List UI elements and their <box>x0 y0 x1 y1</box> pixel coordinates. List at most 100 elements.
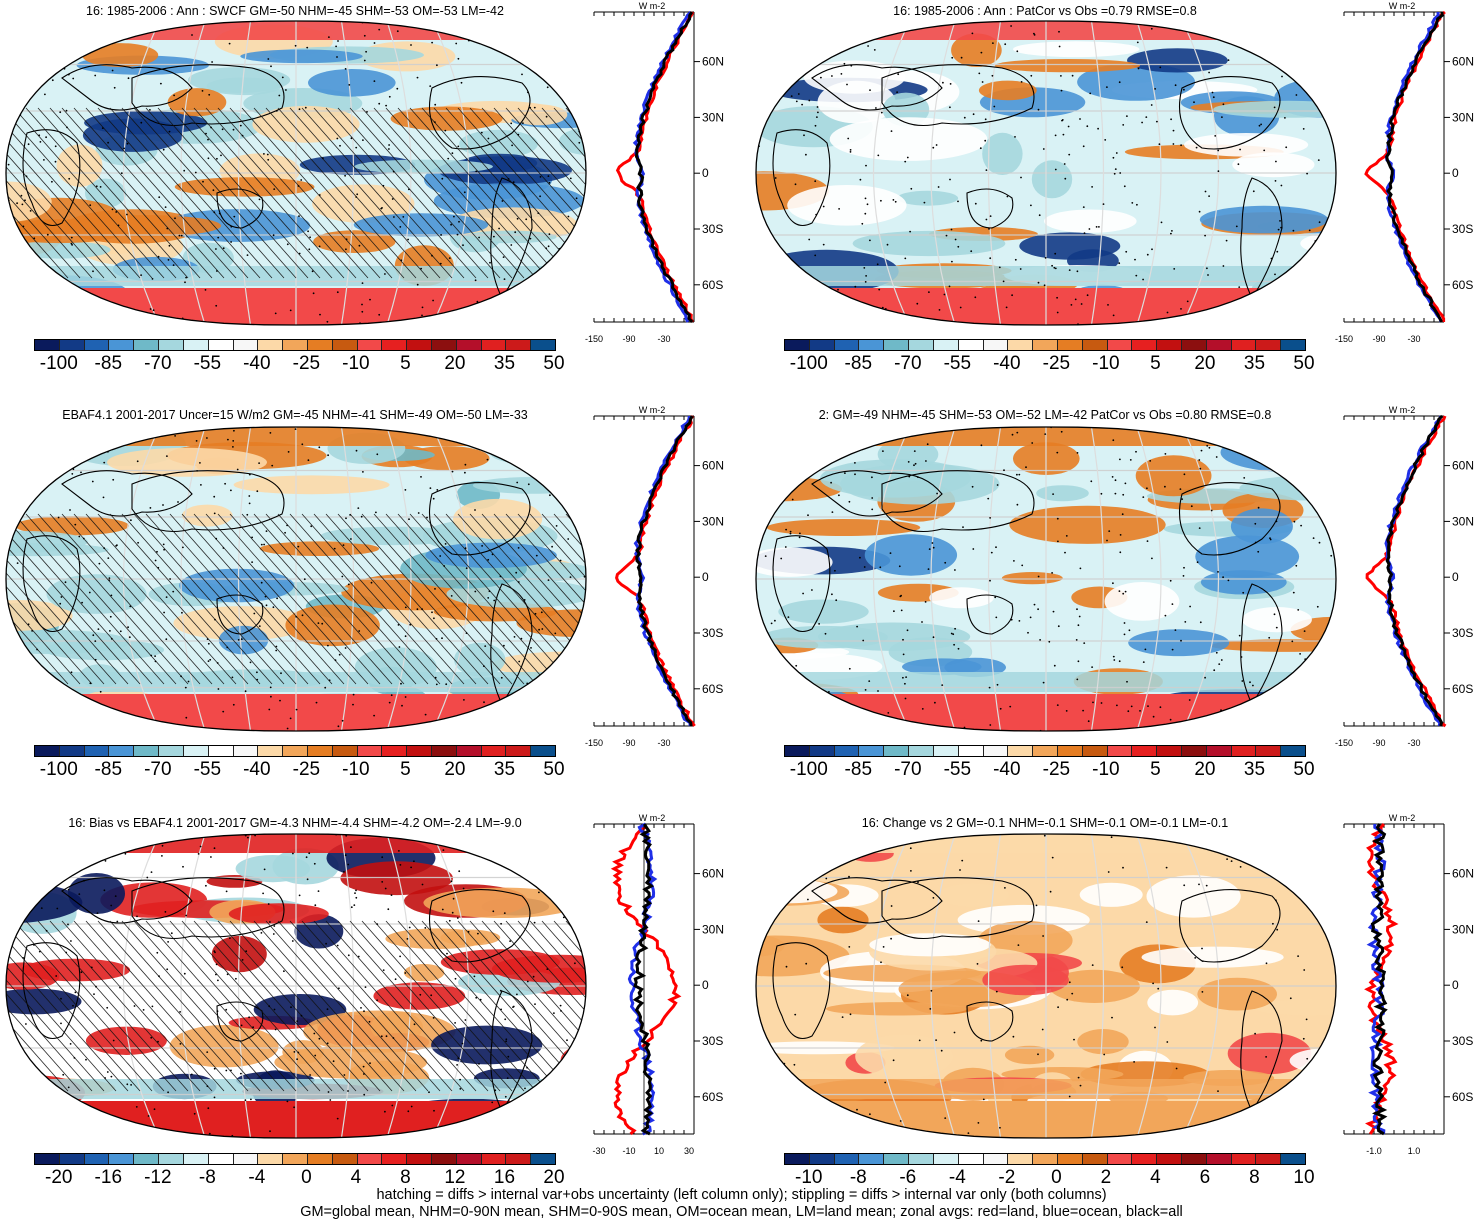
zonal-lat-label: 30S <box>1452 222 1473 236</box>
zonal-x-tick-label: -90 <box>622 738 635 748</box>
colorbar-tick-label: -10 <box>1092 759 1120 780</box>
zonal-x-tick-label: -150 <box>1335 334 1353 344</box>
colorbar <box>34 1153 556 1165</box>
colorbar-swatch <box>1082 1154 1108 1164</box>
colorbar-swatch <box>531 1154 556 1164</box>
colorbar-swatch <box>183 746 209 756</box>
colorbar-swatch <box>208 340 234 350</box>
colorbar-tick-label: -70 <box>144 353 172 374</box>
colorbar-tick-label: 5 <box>1150 759 1161 780</box>
zonal-mean-plot: W m-2 60N 30N 0 30S 60S -150 -90 -30 <box>1335 405 1474 748</box>
colorbar-swatch <box>1132 340 1158 350</box>
colorbar-tick-label: -100 <box>789 353 828 374</box>
colorbar-swatch <box>1281 746 1306 756</box>
colorbar <box>34 339 556 351</box>
colorbar-swatch <box>35 746 60 756</box>
colorbar-swatch <box>1182 746 1207 756</box>
colorbar-swatch <box>283 340 308 350</box>
colorbar-tick-label: 20 <box>444 353 466 374</box>
colorbar-swatch <box>357 746 383 756</box>
colorbar-swatch <box>1082 340 1108 350</box>
colorbar-swatch <box>1182 340 1207 350</box>
zonal-lat-label: 60N <box>702 459 724 473</box>
colorbar-swatch <box>382 746 408 756</box>
colorbar-swatch <box>884 1154 910 1164</box>
zonal-x-tick-label: 10 <box>654 1146 664 1156</box>
colorbar-swatch <box>134 340 160 350</box>
colorbar-swatch <box>909 1154 934 1164</box>
colorbar-tick-label: 5 <box>400 759 411 780</box>
zonal-series-line <box>633 415 692 727</box>
colorbar-swatch <box>258 340 284 350</box>
colorbar-swatch <box>859 1154 885 1164</box>
colorbar-swatch <box>785 340 810 350</box>
panel-title: EBAF4.1 2001-2017 Uncer=15 W/m2 GM=-45 N… <box>62 408 528 422</box>
zonal-series-line <box>615 415 696 727</box>
colorbar-tick-label: -70 <box>144 759 172 780</box>
zonal-lat-label: 60S <box>1452 278 1473 292</box>
colorbar-swatch <box>332 340 358 350</box>
colorbar-swatch <box>357 340 383 350</box>
zonal-mean-plot: W m-2 60N 30N 0 30S 60S -150 -90 -30 <box>1335 1 1474 344</box>
colorbar-swatch <box>1082 746 1108 756</box>
colorbar-tick-label: -70 <box>894 353 922 374</box>
colorbar-tick-label: 5 <box>400 353 411 374</box>
colorbar-tick-label: 8 <box>400 1167 411 1188</box>
colorbar-labels: -100 -85 -70 -55 -40 -25 -10 5 20 35 50 <box>784 759 1315 785</box>
colorbar-swatch <box>481 340 507 350</box>
colorbar-tick-label: -20 <box>45 1167 73 1188</box>
zonal-x-tick-label: 1.0 <box>1408 1146 1421 1156</box>
zonal-x-tick-label: -90 <box>1372 334 1385 344</box>
colorbar-swatch <box>307 340 333 350</box>
colorbar-swatch <box>1157 340 1182 350</box>
colorbar-swatch <box>208 746 234 756</box>
colorbar-swatch <box>407 1154 432 1164</box>
colorbar-swatch <box>1281 1154 1306 1164</box>
colorbar-tick-label: -40 <box>993 353 1021 374</box>
colorbar-swatch <box>208 1154 234 1164</box>
colorbar-swatch <box>531 340 556 350</box>
colorbar-swatch <box>332 746 358 756</box>
panel-0: 16: 1985-2006 : Ann : SWCF GM=-50 NHM=-4… <box>0 0 745 400</box>
colorbar-tick-label: -10 <box>342 759 370 780</box>
colorbar-swatch <box>84 746 110 756</box>
colorbar-swatch <box>407 746 432 756</box>
colorbar-tick-label: 5 <box>1150 353 1161 374</box>
colorbar-swatch <box>59 746 85 756</box>
colorbar-tick-label: 4 <box>1150 1167 1161 1188</box>
zonal-mean-plot: W m-2 60N 30N 0 30S 60S -150 -90 -30 <box>585 405 724 748</box>
colorbar-tick-label: 0 <box>301 1167 312 1188</box>
colorbar-tick-label: -2 <box>998 1167 1016 1188</box>
colorbar-tick-label: 20 <box>444 759 466 780</box>
zonal-mean-plot: W m-2 60N 30N 0 30S 60S -30 -10 10 30 <box>592 813 724 1156</box>
zonal-x-tick-label: -150 <box>585 738 603 748</box>
colorbar-tick-label: -70 <box>894 759 922 780</box>
zonal-lat-label: 30N <box>1452 922 1474 936</box>
colorbar-tick-label: 50 <box>543 759 565 780</box>
zonal-x-tick-label: -30 <box>592 1146 605 1156</box>
zonal-lat-label: 60S <box>1452 1090 1473 1104</box>
colorbar-swatch <box>859 746 885 756</box>
colorbar-tick-label: 8 <box>1249 1167 1260 1188</box>
zonal-lat-label: 60N <box>1452 55 1474 69</box>
robinson-map <box>5 833 587 1139</box>
colorbar-swatch <box>382 340 408 350</box>
colorbar-tick-label: -40 <box>243 353 271 374</box>
colorbar-tick-label: 12 <box>444 1167 466 1188</box>
colorbar-swatch <box>859 340 885 350</box>
colorbar-tick-label: 50 <box>1293 759 1315 780</box>
zonal-lat-label: 60S <box>702 1090 723 1104</box>
colorbar-swatch <box>1033 1154 1058 1164</box>
zonal-series-line <box>1366 824 1387 1135</box>
zonal-lat-label: 60N <box>702 55 724 69</box>
colorbar-tick-label: 50 <box>543 353 565 374</box>
colorbar-swatch <box>983 746 1009 756</box>
colorbar-swatch <box>958 340 984 350</box>
zonal-lat-label: 30S <box>1452 1034 1473 1048</box>
colorbar-swatch <box>809 1154 835 1164</box>
colorbar-swatch <box>506 340 532 350</box>
colorbar-tick-label: 35 <box>1243 759 1266 780</box>
colorbar-tick-label: 20 <box>1194 759 1216 780</box>
colorbar-labels: -20 -16 -12 -8 -4 0 4 8 12 16 20 <box>34 1167 565 1193</box>
colorbar-labels: -100 -85 -70 -55 -40 -25 -10 5 20 35 50 <box>784 353 1315 379</box>
